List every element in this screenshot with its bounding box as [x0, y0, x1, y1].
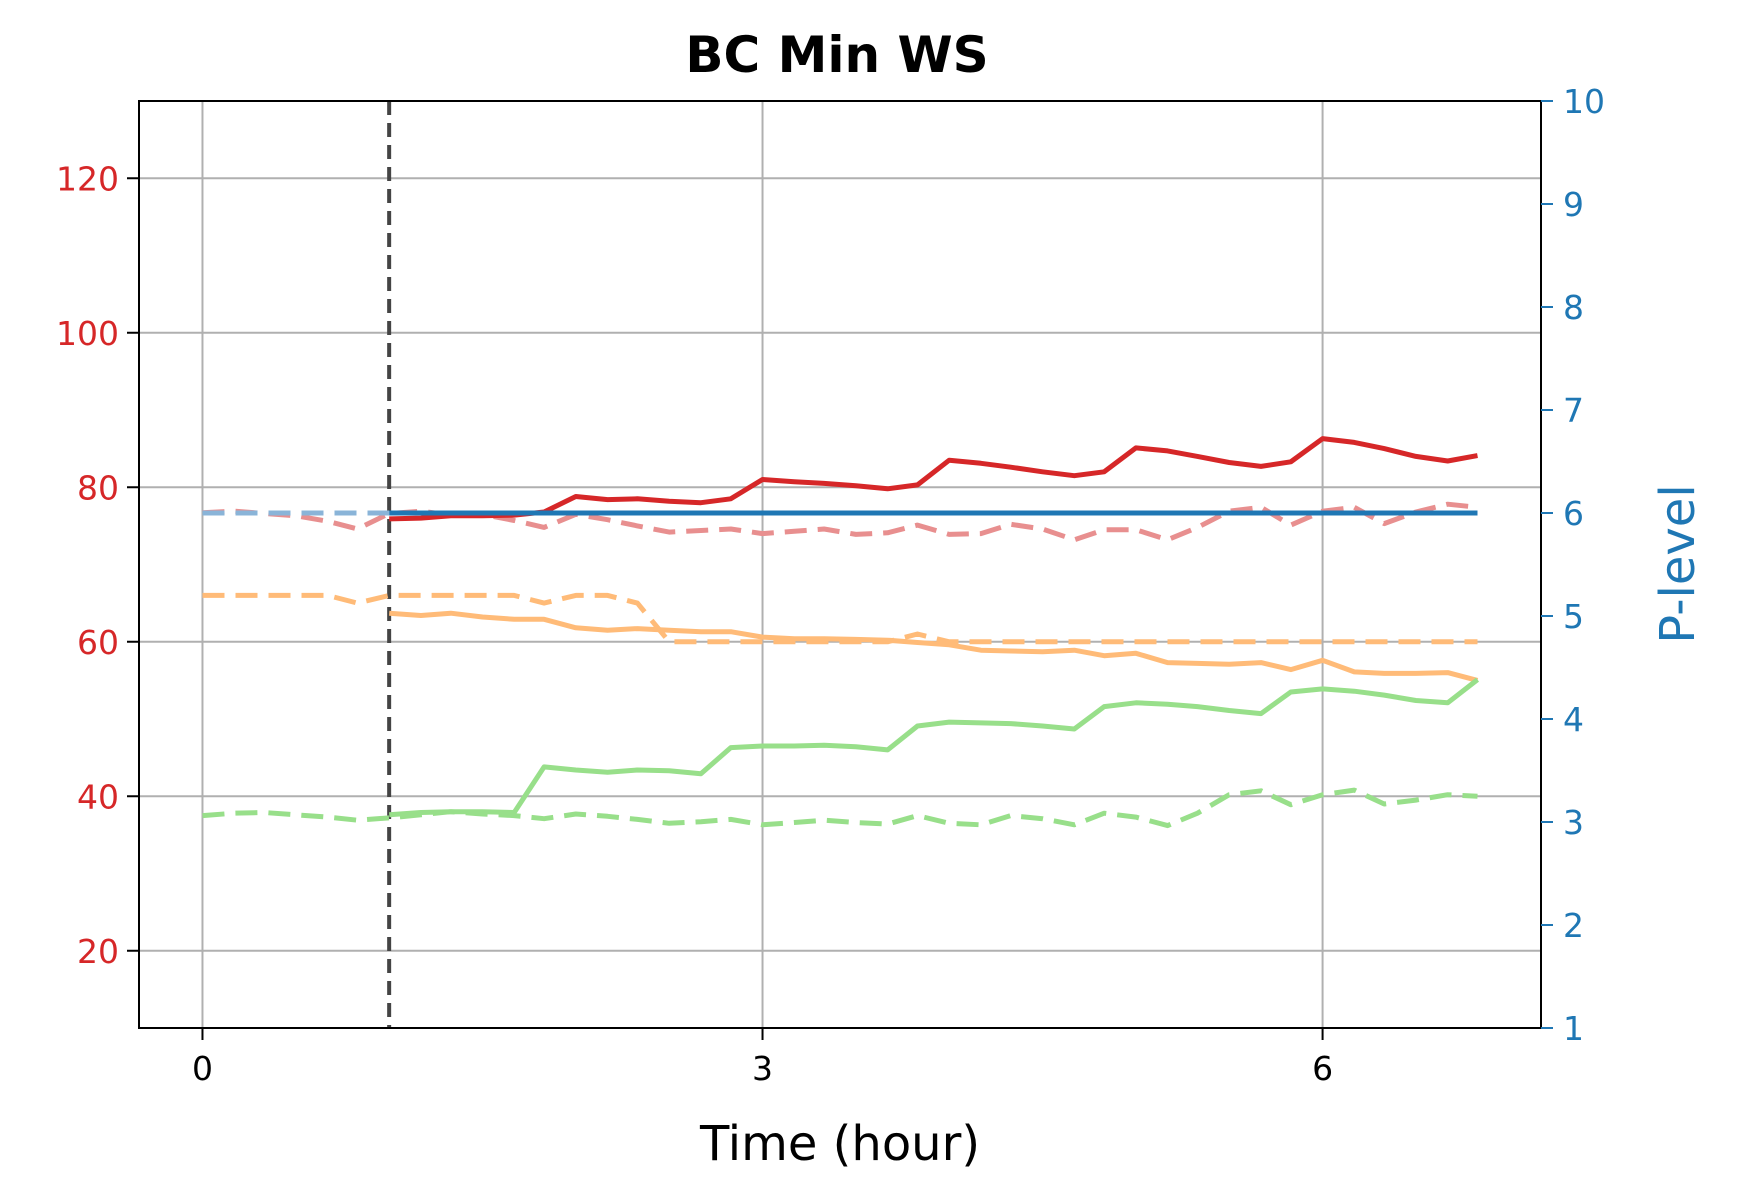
right-y-tick-label: 4	[1563, 700, 1584, 739]
right-y-tick-label: 3	[1563, 803, 1584, 842]
x-tick-label: 3	[752, 1049, 773, 1088]
x-axis: 0 3 6	[192, 1028, 1333, 1088]
series-line-3	[202, 592, 1478, 645]
grid	[139, 101, 1541, 1028]
right-y-tick-label: 1	[1563, 1009, 1584, 1048]
series-line-1	[202, 501, 1478, 543]
x-tick-label: 0	[192, 1049, 213, 1088]
right-y-tick-label: 10	[1563, 82, 1605, 121]
series-line-6	[389, 677, 1480, 818]
right-y-axis-label: P-level	[1650, 484, 1706, 643]
left-y-tick-label: 80	[77, 468, 119, 507]
right-y-tick-label: 8	[1563, 288, 1584, 327]
series-layer	[202, 436, 1480, 829]
right-y-tick-label: 9	[1563, 185, 1584, 224]
series-line-4	[389, 610, 1479, 683]
left-y-tick-label: 20	[77, 932, 119, 971]
x-tick-label: 6	[1312, 1049, 1333, 1088]
left-y-tick-label: 60	[77, 623, 119, 662]
left-y-tick-label: 40	[77, 777, 119, 816]
chart-title: BC Min WS	[685, 26, 988, 84]
plot-frame	[138, 100, 1542, 1029]
left-y-tick-label: 120	[56, 159, 119, 198]
series-line-2	[389, 436, 1478, 522]
left-y-tick-label: 100	[56, 314, 119, 353]
x-axis-label: Time (hour)	[699, 1116, 980, 1172]
right-y-tick-label: 7	[1563, 391, 1584, 430]
right-y-tick-label: 6	[1563, 494, 1584, 533]
right-y-axis: 1 2 3 4 5 6 7 8 9 10	[1541, 82, 1605, 1048]
right-y-tick-label: 2	[1563, 906, 1584, 945]
right-y-tick-label: 5	[1563, 597, 1584, 636]
left-y-axis: 20 40 60 80 100 120	[56, 159, 139, 971]
